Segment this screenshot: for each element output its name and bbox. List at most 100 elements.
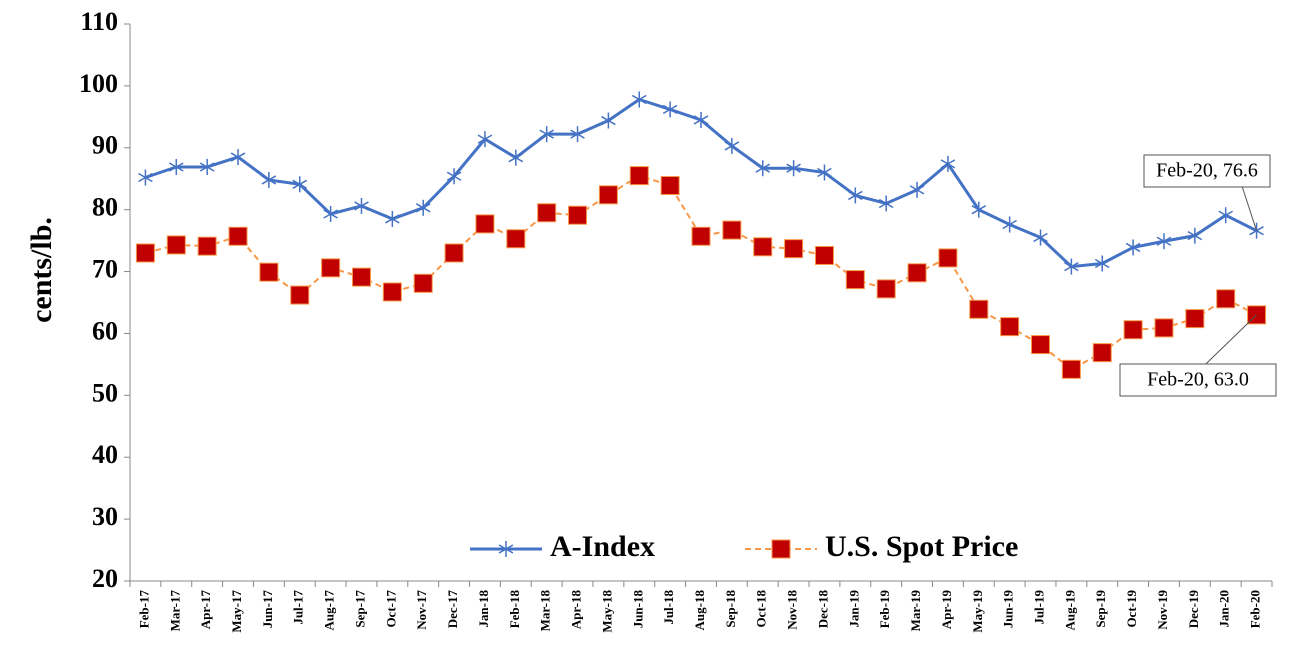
annotation-text: Feb-20, 76.6 <box>1156 160 1258 182</box>
x-tick-label: Oct-17 <box>383 590 398 628</box>
point-stroke <box>662 104 678 115</box>
point <box>1123 320 1143 340</box>
point-stroke <box>199 162 215 172</box>
annotation-text: Feb-20, 63.0 <box>1147 369 1249 391</box>
point <box>1156 233 1172 250</box>
point <box>1064 258 1079 275</box>
point-stroke <box>1125 242 1141 253</box>
x-tick-label: Nov-19 <box>1155 590 1170 630</box>
point <box>660 176 680 196</box>
point <box>969 299 989 319</box>
point <box>693 111 709 128</box>
point-stroke <box>292 179 308 189</box>
point <box>1187 227 1203 244</box>
point <box>570 126 585 143</box>
point <box>508 149 524 166</box>
point-stroke <box>631 94 647 105</box>
point <box>1218 207 1234 224</box>
point-stroke <box>1094 258 1110 269</box>
point <box>784 239 804 259</box>
point <box>1094 255 1110 272</box>
legend-marker-stroke <box>498 544 514 554</box>
point <box>724 137 740 154</box>
x-tick-label: Dec-18 <box>815 590 830 629</box>
y-tick-label: 80 <box>92 193 118 222</box>
point <box>1031 335 1051 355</box>
point <box>1033 229 1048 246</box>
x-tick-label: Sep-17 <box>352 590 367 628</box>
x-tick-label: Dec-17 <box>445 590 460 629</box>
legend-item: U.S. Spot Price <box>745 530 1018 563</box>
point-stroke <box>1218 210 1234 220</box>
y-tick-label: 50 <box>92 378 118 407</box>
point <box>444 243 464 263</box>
x-tick-label: Aug-18 <box>692 590 707 631</box>
point <box>197 236 217 256</box>
annotation-arrow <box>1241 186 1258 231</box>
point <box>259 262 279 282</box>
point <box>1216 289 1236 309</box>
legend-marker <box>498 541 514 557</box>
annotation-box <box>1143 154 1271 188</box>
point-stroke <box>570 129 585 139</box>
x-tick-label: Dec-19 <box>1186 590 1201 629</box>
x-tick-label: Jul-17 <box>291 590 306 625</box>
point-stroke <box>786 163 801 173</box>
point <box>385 210 400 227</box>
point <box>539 126 554 143</box>
point-stroke <box>878 198 894 209</box>
point <box>415 199 431 216</box>
legend-item: A-Index <box>470 530 655 563</box>
point-stroke <box>755 163 771 173</box>
point-stroke <box>415 203 431 213</box>
x-tick-label: Jul-18 <box>661 590 676 625</box>
x-tick-label: Apr-19 <box>939 590 954 630</box>
point <box>230 149 246 166</box>
point <box>878 195 894 212</box>
y-tick-label: 70 <box>92 255 118 284</box>
point-stroke <box>261 175 277 185</box>
x-tick-label: Jan-19 <box>846 590 861 628</box>
point <box>166 235 186 255</box>
point-stroke <box>1033 232 1048 243</box>
point <box>138 169 153 186</box>
x-tick-label: Nov-18 <box>785 590 800 630</box>
point <box>354 197 369 214</box>
legend-marker <box>771 539 791 559</box>
point <box>722 220 742 240</box>
point <box>907 263 927 283</box>
point-stroke <box>817 167 832 178</box>
point <box>475 214 495 234</box>
point <box>938 248 958 268</box>
point-stroke <box>323 209 338 219</box>
point-stroke <box>138 172 153 183</box>
y-tick-label: 30 <box>92 502 118 531</box>
point <box>1061 359 1081 379</box>
point-stroke <box>848 190 863 201</box>
point-stroke <box>693 115 709 125</box>
point <box>814 245 834 265</box>
x-tick-label: Jun-17 <box>260 590 275 629</box>
point-stroke <box>724 141 740 151</box>
point-stroke <box>385 214 400 224</box>
point <box>755 160 771 177</box>
y-tick-label: 40 <box>92 440 118 469</box>
point <box>971 201 987 218</box>
point-stroke <box>446 171 462 181</box>
point-stroke <box>354 201 369 211</box>
x-tick-label: May-17 <box>229 590 244 633</box>
x-tick-label: Mar-17 <box>167 590 182 632</box>
point <box>662 101 678 118</box>
point <box>940 155 956 172</box>
point <box>786 160 801 177</box>
y-tick-label: 100 <box>79 69 118 98</box>
point <box>382 282 402 302</box>
point <box>1125 239 1141 256</box>
x-tick-label: Aug-19 <box>1062 590 1077 631</box>
point <box>261 171 277 188</box>
x-tick-label: Oct-19 <box>1124 590 1139 628</box>
annotation-arrow <box>1205 314 1257 365</box>
point-stroke <box>477 134 493 144</box>
y-tick-label: 110 <box>80 7 118 36</box>
